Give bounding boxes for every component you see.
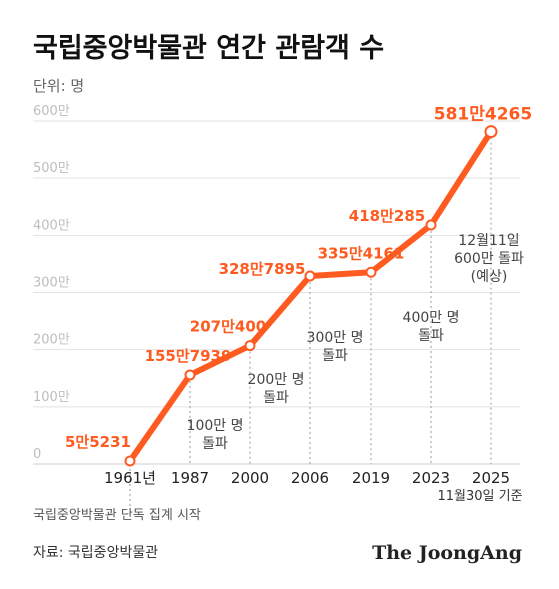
grid	[33, 120, 520, 465]
data-label: 155만7939	[145, 347, 232, 365]
source-text: 자료: 국립중앙박물관	[33, 545, 158, 561]
data-labels: 5만5231 155만7939 207만400 328만7895 335만4161 418…	[65, 105, 532, 451]
data-point	[124, 455, 136, 467]
data-label: 335만4161	[318, 244, 405, 262]
data-label: 418만285	[349, 207, 425, 225]
x-tick-label: 2019	[352, 469, 390, 487]
data-point	[365, 266, 377, 278]
y-tick-label: 100만	[33, 390, 70, 405]
data-point	[425, 219, 437, 231]
annotation-text: 12월11일 600만 돌파 (예상)	[454, 233, 524, 285]
data-label: 581만4265	[434, 105, 532, 125]
note-2025: 11월30일 기준	[437, 489, 522, 504]
data-point	[484, 125, 498, 139]
x-tick-label: 1961년	[104, 469, 156, 487]
data-label: 328만7895	[219, 260, 306, 278]
data-label: 207만400	[190, 318, 266, 336]
annotation-line: (예상)	[471, 269, 508, 285]
x-tick-label: 2023	[412, 469, 450, 487]
y-tick-label: 300만	[33, 276, 70, 291]
annotation-line: 12월11일	[458, 233, 519, 249]
annotation-line: 600만 돌파	[454, 251, 524, 267]
y-tick-label: 200만	[33, 333, 70, 348]
x-axis: 1961년 1987 2000 2006 2019 2023 2025	[104, 469, 510, 487]
brand-logo: The JoongAng	[372, 542, 522, 564]
data-points	[124, 125, 498, 467]
data-point	[304, 270, 316, 282]
note-1961: 국립중앙박물관 단독 집계 시작	[33, 508, 201, 523]
data-point	[184, 369, 196, 381]
x-tick-label: 2000	[231, 469, 269, 487]
y-tick-label: 400만	[33, 218, 70, 233]
annotation-line: 400만 명	[403, 310, 460, 326]
series-line-path	[127, 128, 494, 464]
annotation-line: 100만 명	[187, 418, 244, 434]
series-line	[127, 128, 494, 464]
annotation-line: 300만 명	[307, 330, 364, 346]
data-label: 5만5231	[65, 433, 131, 451]
annotation-line: 돌파	[322, 348, 348, 364]
y-tick-label: 500만	[33, 161, 70, 176]
y-tick-label: 0	[33, 447, 41, 462]
chart-title: 국립중앙박물관 연간 관람객 수	[33, 33, 384, 64]
x-tick-label: 2025	[472, 469, 510, 487]
x-tick-label: 2006	[291, 469, 329, 487]
x-tick-label: 1987	[171, 469, 209, 487]
annotation-line: 돌파	[263, 390, 289, 406]
annotation-line: 돌파	[418, 328, 444, 344]
annotation-line: 200만 명	[248, 372, 305, 388]
y-axis: 0 100만 200만 300만 400만 500만 600만	[33, 104, 70, 462]
data-point	[244, 340, 256, 352]
annotation-line: 돌파	[202, 436, 228, 452]
annotation-guides	[129, 137, 492, 506]
y-tick-label: 600만	[33, 104, 70, 119]
unit-label: 단위: 명	[33, 77, 84, 95]
